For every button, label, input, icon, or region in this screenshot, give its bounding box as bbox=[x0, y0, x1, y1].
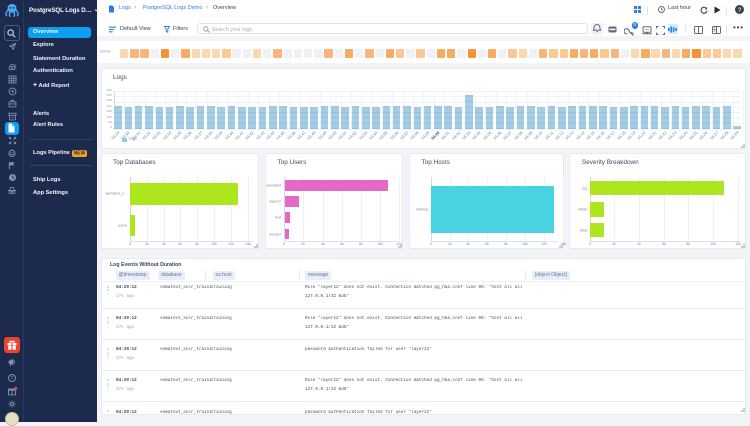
svg-text:?: ? bbox=[11, 376, 14, 382]
svg-text:?: ? bbox=[738, 6, 742, 13]
